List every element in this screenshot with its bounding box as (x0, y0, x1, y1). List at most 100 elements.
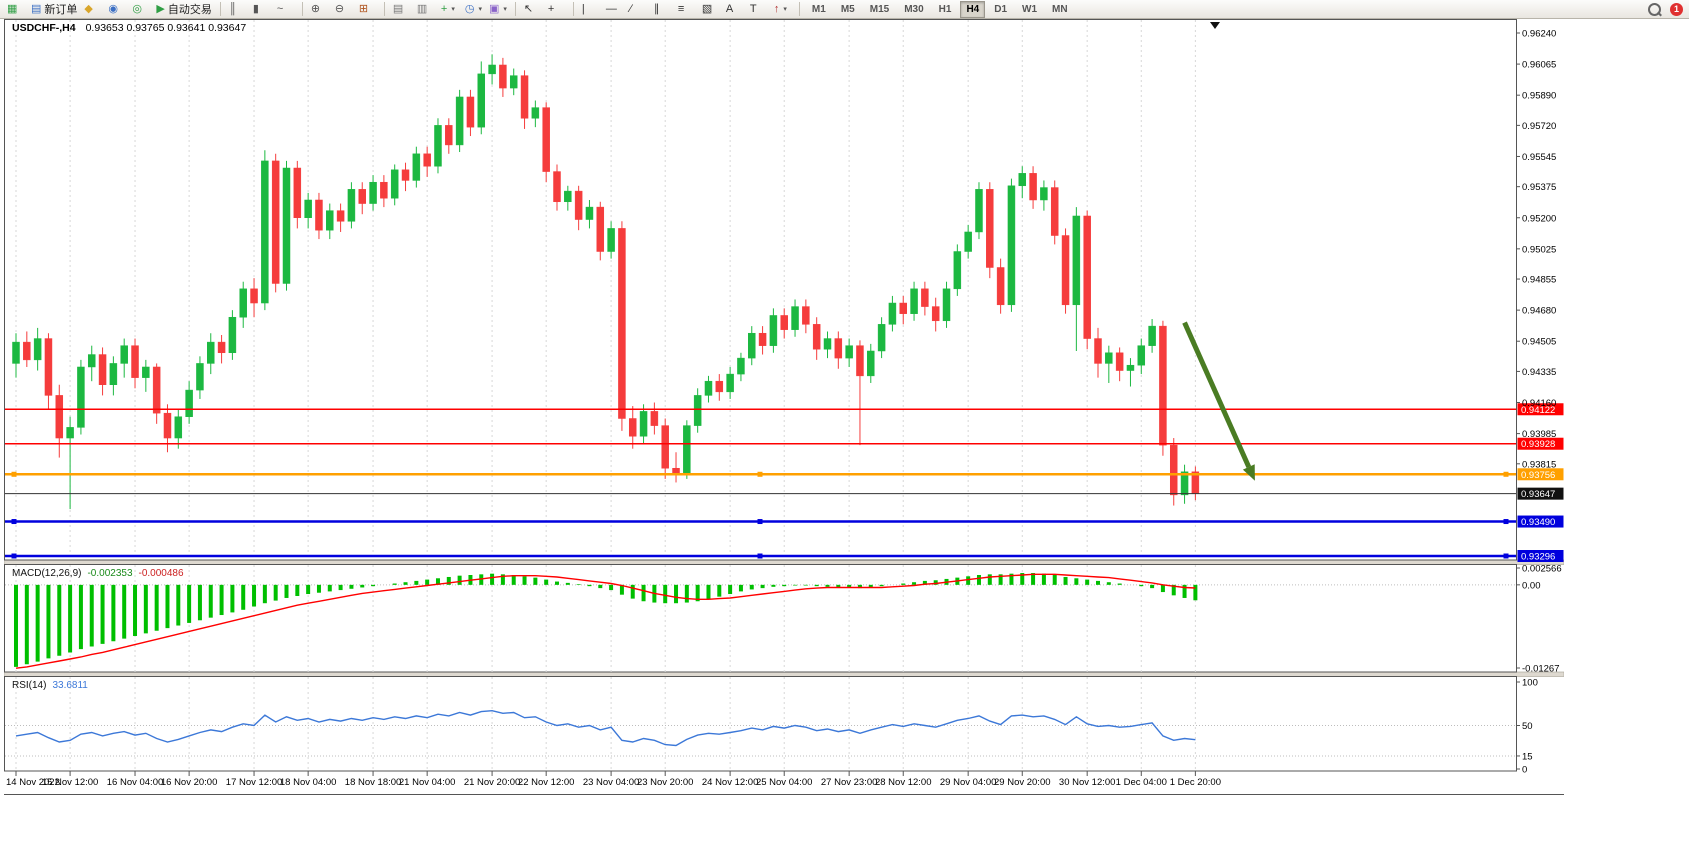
candle (412, 146, 421, 188)
templates-icon: ▣ (489, 2, 500, 15)
candle (1169, 438, 1178, 506)
candle (1148, 319, 1156, 353)
line-handle[interactable] (1503, 471, 1509, 477)
auto-trading-button[interactable]: ▶ 自动交易 (153, 0, 214, 18)
search-icon[interactable] (1648, 2, 1661, 16)
timeframe-m1-button[interactable]: M1 (811, 3, 826, 15)
profiles-button[interactable]: ◆ (81, 0, 104, 18)
rsi-label: RSI(14) 33.6811 (12, 680, 88, 691)
new-order-icon: ▤ (31, 2, 42, 15)
chevron-down-icon[interactable]: ▾ (503, 6, 507, 13)
text-button[interactable]: A (723, 0, 746, 18)
line-handle[interactable] (757, 519, 763, 525)
trend-arrow-annotation[interactable] (1182, 321, 1255, 481)
time-label: 16 Nov 20:00 (161, 777, 218, 788)
timeframe-d1-button[interactable]: D1 (994, 3, 1008, 15)
hline-0.93490[interactable] (5, 519, 1516, 525)
bar-chart-button[interactable]: ║ (226, 0, 249, 18)
arrows-button[interactable]: ↑ ▾ (771, 0, 794, 18)
price-tag (1517, 515, 1564, 528)
timeframe-m30-button[interactable]: M30 (904, 3, 924, 15)
fibonacci-button[interactable]: ≡ (675, 0, 698, 18)
candle (856, 340, 864, 446)
candle (120, 338, 128, 378)
timeframe-m15-button[interactable]: M15 (869, 3, 890, 15)
candle (899, 295, 907, 325)
timeframe-h1-button[interactable]: H1 (938, 3, 952, 15)
candle (455, 89, 464, 153)
text-label-button[interactable]: T (747, 0, 770, 18)
price-label: 0.94160 (1522, 398, 1556, 409)
market-watch-button[interactable]: ◉ (105, 0, 128, 18)
hline-0.93756[interactable] (5, 471, 1516, 477)
line-chart-button[interactable]: ~ (274, 0, 297, 18)
line-handle[interactable] (11, 519, 17, 525)
price-tag-label: 0.93296 (1521, 552, 1555, 563)
candle (531, 100, 540, 128)
timeframe-m5-button[interactable]: M5 (840, 3, 855, 15)
trendline-button[interactable]: ∕ (627, 0, 650, 18)
arrows-icon: ↑ (773, 2, 780, 15)
price-chart[interactable]: 0.94122 0.93928 0.93756 0.93647 0.93490 0.932… (4, 19, 1564, 795)
new-chart-button[interactable]: ▦ (4, 0, 27, 18)
new-order-button[interactable]: ▤ 新订单 (28, 0, 80, 18)
market-watch-icon: ◉ (108, 2, 119, 15)
indicator-list-button[interactable]: ▤ (390, 0, 413, 18)
cursor-button[interactable]: ↖ (521, 0, 544, 18)
equidistant-channel-button[interactable]: ∥ (651, 0, 674, 18)
price-tag-label: 0.93928 (1521, 439, 1555, 450)
signals-button[interactable]: ◎ (129, 0, 152, 18)
timeframe-w1-button[interactable]: W1 (1022, 3, 1038, 15)
price-scale[interactable]: 0.94122 0.93928 0.93756 0.93647 0.93490 0.932… (1516, 29, 1564, 776)
chevron-down-icon[interactable]: ▾ (451, 6, 455, 13)
line-handle[interactable] (1503, 519, 1509, 525)
zoom-in-button[interactable]: ⊕ (308, 0, 331, 18)
shapes-button[interactable]: ▧ (699, 0, 722, 18)
timeframe-h4-button[interactable]: H4 (960, 0, 986, 18)
horizontal-line-objects[interactable] (5, 408, 1516, 559)
time-label: 24 Nov 12:00 (702, 777, 759, 788)
candle (1126, 358, 1135, 387)
scroll-to-end-marker[interactable] (1210, 22, 1220, 29)
tool-separator (572, 2, 574, 16)
candlestick-chart-button[interactable]: ▮ (250, 0, 273, 18)
line-handle[interactable] (757, 471, 763, 477)
fibonacci-icon: ≡ (677, 2, 685, 15)
notification-badge[interactable]: 1 (1670, 2, 1683, 16)
line-handle[interactable] (757, 553, 763, 559)
line-handle[interactable] (11, 553, 17, 559)
chevron-down-icon[interactable]: ▾ (478, 6, 482, 13)
line-handle[interactable] (11, 471, 17, 477)
vertical-line-button[interactable]: | (579, 0, 602, 18)
price-label: 0.95375 (1522, 182, 1556, 193)
candle (250, 278, 258, 318)
price-tag (1517, 403, 1564, 416)
templates-button[interactable]: ▣ ▾ (486, 0, 510, 18)
candle (1040, 180, 1048, 211)
horizontal-line-button[interactable]: — (603, 0, 626, 18)
candle (336, 203, 345, 232)
hline-0.93296[interactable] (5, 553, 1516, 559)
candle (748, 326, 756, 366)
periods-button[interactable]: ◷ ▾ (462, 0, 485, 18)
zoom-out-button[interactable]: ⊖ (332, 0, 355, 18)
objects-list-button[interactable]: ▥ (414, 0, 437, 18)
candle (661, 418, 669, 479)
candle (1083, 210, 1091, 350)
candle (445, 118, 453, 154)
price-label: 0.94335 (1522, 367, 1556, 378)
candle (704, 375, 713, 403)
price-tag-label: 0.93647 (1521, 489, 1555, 500)
timeframe-mn-button[interactable]: MN (1052, 3, 1068, 15)
add-indicator-button[interactable]: + ▾ (438, 0, 461, 18)
price-tag-label: 0.93756 (1521, 470, 1555, 481)
line-handle[interactable] (1503, 553, 1509, 559)
candle (791, 299, 799, 337)
candle (55, 384, 64, 458)
time-label: 28 Nov 12:00 (875, 777, 932, 788)
tile-windows-button[interactable]: ⊞ (356, 0, 379, 18)
candle (639, 404, 648, 444)
chevron-down-icon[interactable]: ▾ (783, 6, 787, 13)
crosshair-button[interactable]: + (545, 0, 568, 18)
